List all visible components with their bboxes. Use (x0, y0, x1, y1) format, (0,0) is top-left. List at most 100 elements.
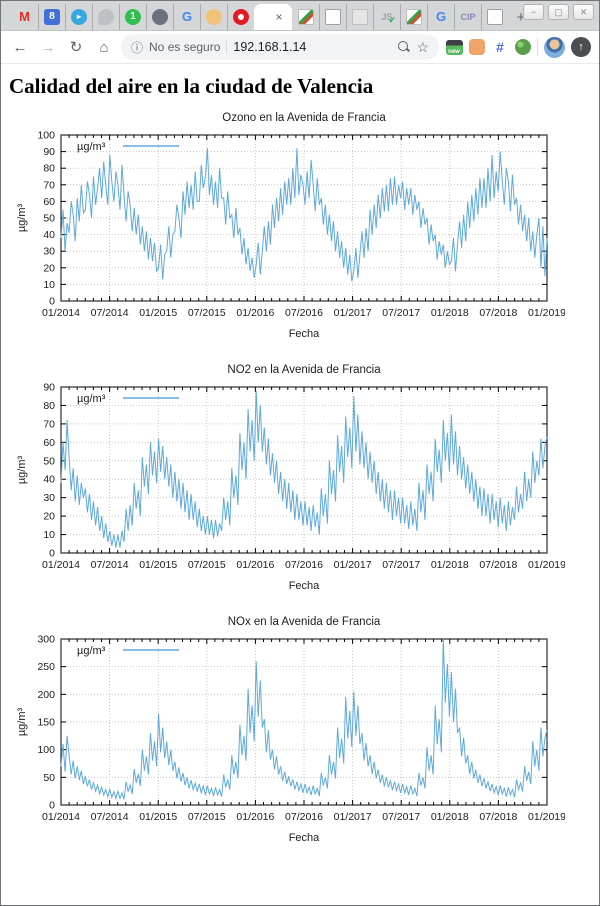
home-button[interactable]: ⌂ (99, 38, 109, 56)
svg-text:30: 30 (43, 246, 55, 258)
svg-text:01/2015: 01/2015 (139, 811, 177, 823)
svg-text:01/2019: 01/2019 (528, 559, 565, 571)
close-window-button[interactable]: ✕ (573, 4, 594, 20)
svg-text:01/2018: 01/2018 (431, 811, 469, 823)
svg-text:40: 40 (43, 474, 55, 486)
tab-document-3[interactable] (481, 4, 508, 30)
check-icon: ✓ (388, 15, 395, 25)
tab-chat[interactable] (92, 4, 119, 30)
telegram-icon: ▸ (71, 9, 87, 25)
svg-text:60: 60 (43, 196, 55, 208)
window-controls: − ▢ ✕ (523, 4, 594, 20)
update-chrome-button[interactable]: ↑ (571, 37, 591, 57)
tab-javascript[interactable]: JS ✓ (373, 4, 400, 30)
grid-extension-icon[interactable]: # (496, 39, 504, 55)
svg-text:Fecha: Fecha (289, 328, 320, 340)
radio-canada-icon (233, 9, 249, 25)
no2-chart: 0 10 20 30 40 50 60 70 80 90 01/2014 07/2014 01/2015… (16, 364, 566, 592)
tab-orange-site[interactable] (200, 4, 227, 30)
svg-text:07/2016: 07/2016 (285, 559, 323, 571)
extension-new-icon[interactable]: new (445, 38, 463, 56)
svg-text:0: 0 (49, 800, 55, 812)
svg-text:07/2017: 07/2017 (382, 811, 420, 823)
bookmark-star-icon[interactable]: ☆ (416, 38, 429, 55)
toolbar-divider (537, 38, 538, 56)
svg-text:01/2016: 01/2016 (236, 307, 274, 319)
svg-text:µg/m³: µg/m³ (16, 455, 28, 484)
svg-text:07/2014: 07/2014 (91, 307, 129, 319)
svg-text:07/2017: 07/2017 (382, 559, 420, 571)
reload-button[interactable]: ↻ (69, 39, 83, 56)
info-icon[interactable]: ⓘ (131, 40, 144, 55)
maximize-button[interactable]: ▢ (548, 4, 569, 20)
tab-strip: M 8 ▸ 1 G × JS ✓ G CIP + − ▢ ✕ (1, 1, 599, 31)
svg-text:100: 100 (37, 744, 55, 756)
tab-messenger[interactable]: 1 (119, 4, 146, 30)
svg-text:30: 30 (43, 492, 55, 504)
nox-chart: 0 50 100 150 200 250 300 01/2014 07/2014 01/2015 0… (16, 616, 566, 844)
svg-text:01/2015: 01/2015 (139, 307, 177, 319)
tab-active[interactable]: × (254, 4, 292, 30)
green-mask-extension-icon[interactable] (515, 39, 531, 55)
svg-text:µg/m³: µg/m³ (77, 393, 106, 405)
svg-text:07/2016: 07/2016 (285, 811, 323, 823)
minimize-button[interactable]: − (523, 4, 544, 20)
gmail-icon: M (19, 9, 30, 24)
cip-icon: CIP (460, 12, 476, 22)
url-text: 192.168.1.14 (233, 40, 307, 54)
google-icon: G (435, 9, 447, 24)
svg-text:Fecha: Fecha (289, 832, 320, 844)
tab-cip[interactable]: CIP (454, 4, 481, 30)
svg-text:50: 50 (43, 772, 55, 784)
svg-text:NOx en la Avenida de Francia: NOx en la Avenida de Francia (228, 616, 381, 628)
tab-google-2[interactable]: G (427, 4, 454, 30)
tab-telegram[interactable]: ▸ (65, 4, 92, 30)
tab-radio-canada[interactable] (227, 4, 254, 30)
svg-text:300: 300 (37, 634, 55, 646)
back-button[interactable]: ← (12, 38, 28, 56)
svg-text:07/2016: 07/2016 (285, 307, 323, 319)
svg-text:90: 90 (43, 382, 55, 394)
tab-gmail[interactable]: M (11, 4, 38, 30)
svg-text:01/2014: 01/2014 (42, 811, 80, 823)
no2-chart-block: 0 10 20 30 40 50 60 70 80 90 01/2014 07/2014 01/2015… (13, 357, 599, 602)
svg-text:10: 10 (43, 529, 55, 541)
svg-text:70: 70 (43, 179, 55, 191)
svg-text:Fecha: Fecha (289, 580, 320, 592)
tab-calendar[interactable]: 8 (38, 4, 65, 30)
profile-avatar[interactable] (544, 36, 565, 58)
orange-site-icon (206, 9, 222, 25)
page-content: Calidad del aire en la ciudad de Valenci… (1, 64, 599, 905)
svg-text:01/2014: 01/2014 (42, 559, 80, 571)
google-icon: G (181, 9, 193, 24)
document-icon (487, 9, 503, 25)
svg-text:100: 100 (37, 130, 55, 142)
new-tab-button[interactable]: + (516, 8, 526, 26)
close-tab-icon[interactable]: × (275, 10, 283, 24)
svg-text:250: 250 (37, 661, 55, 673)
tab-document-2[interactable] (346, 4, 373, 30)
tab-editor-1[interactable] (292, 4, 319, 30)
svg-text:07/2017: 07/2017 (382, 307, 420, 319)
green-badge-icon: 1 (125, 9, 141, 25)
svg-text:NO2 en la Avenida de Francia: NO2 en la Avenida de Francia (227, 364, 381, 376)
ozone-chart: 0 10 20 30 40 50 60 70 80 90 100 01/2014 07/2014 01/2… (16, 112, 566, 340)
address-bar[interactable]: ⓘ No es seguro 192.168.1.14 ☆ (121, 34, 439, 60)
tab-google[interactable]: G (173, 4, 200, 30)
svg-text:µg/m³: µg/m³ (77, 141, 106, 153)
calendar-icon: 8 (44, 9, 60, 25)
svg-text:0: 0 (49, 548, 55, 560)
tab-document-1[interactable] (319, 4, 346, 30)
zoom-indicator-icon[interactable] (398, 41, 410, 53)
forward-button[interactable]: → (40, 38, 56, 56)
privacy-badger-icon[interactable] (469, 39, 485, 55)
svg-text:07/2018: 07/2018 (479, 811, 517, 823)
svg-text:µg/m³: µg/m³ (77, 645, 106, 657)
svg-text:0: 0 (49, 296, 55, 308)
svg-text:150: 150 (37, 717, 55, 729)
tab-github[interactable] (146, 4, 173, 30)
nox-chart-block: 0 50 100 150 200 250 300 01/2014 07/2014 01/2015 0… (13, 609, 599, 854)
svg-text:01/2015: 01/2015 (139, 559, 177, 571)
editor-doc-icon (406, 9, 422, 25)
tab-editor-2[interactable] (400, 4, 427, 30)
